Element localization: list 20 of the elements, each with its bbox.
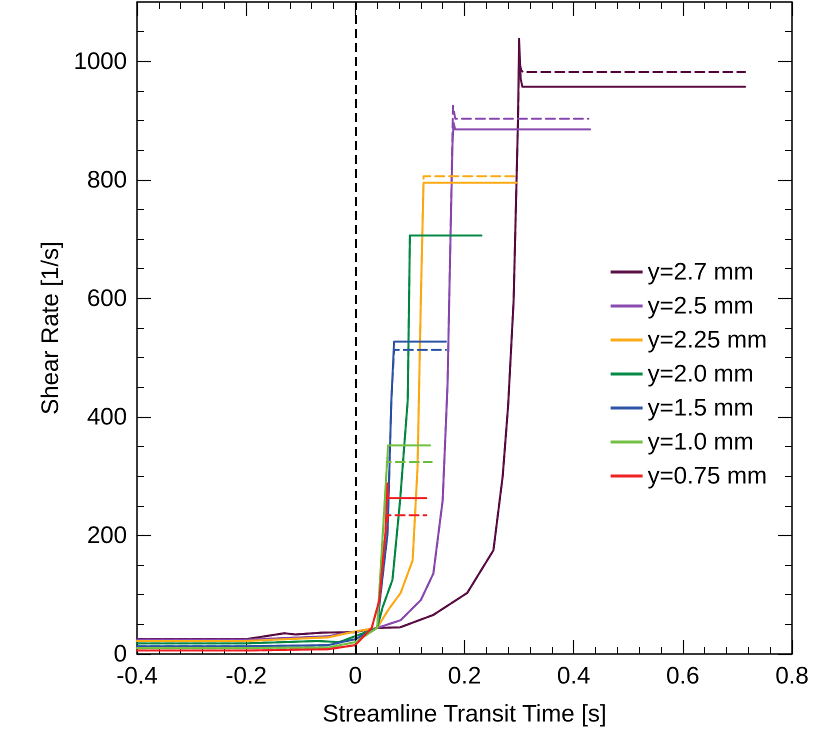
legend-label: y=1.0 mm xyxy=(648,428,754,456)
y-tick-label: 200 xyxy=(86,522,127,549)
x-tick-label: 0.2 xyxy=(448,662,482,690)
x-tick-label: 0 xyxy=(348,662,362,690)
x-tick-label: 0.4 xyxy=(556,662,590,690)
y-tick-label: 800 xyxy=(86,166,127,194)
legend-label: y=1.5 mm xyxy=(648,394,754,422)
legend-label: y=2.25 mm xyxy=(648,326,768,354)
y-tick-label: 1000 xyxy=(74,48,127,75)
legend-label: y=0.75 mm xyxy=(648,462,768,490)
legend-label: y=2.5 mm xyxy=(648,292,754,320)
x-tick-label: -0.2 xyxy=(225,662,267,690)
x-tick-label: 0.8 xyxy=(775,662,809,690)
x-axis-title: Streamline Transit Time [s] xyxy=(322,700,607,728)
legend-label: y=2.7 mm xyxy=(648,258,754,286)
legend-label: y=2.0 mm xyxy=(648,360,754,388)
y-tick-label: 400 xyxy=(86,403,127,430)
x-tick-label: 0.6 xyxy=(666,662,700,690)
y-axis-title: Shear Rate [1/s] xyxy=(37,241,64,415)
y-tick-label: 600 xyxy=(86,284,127,312)
